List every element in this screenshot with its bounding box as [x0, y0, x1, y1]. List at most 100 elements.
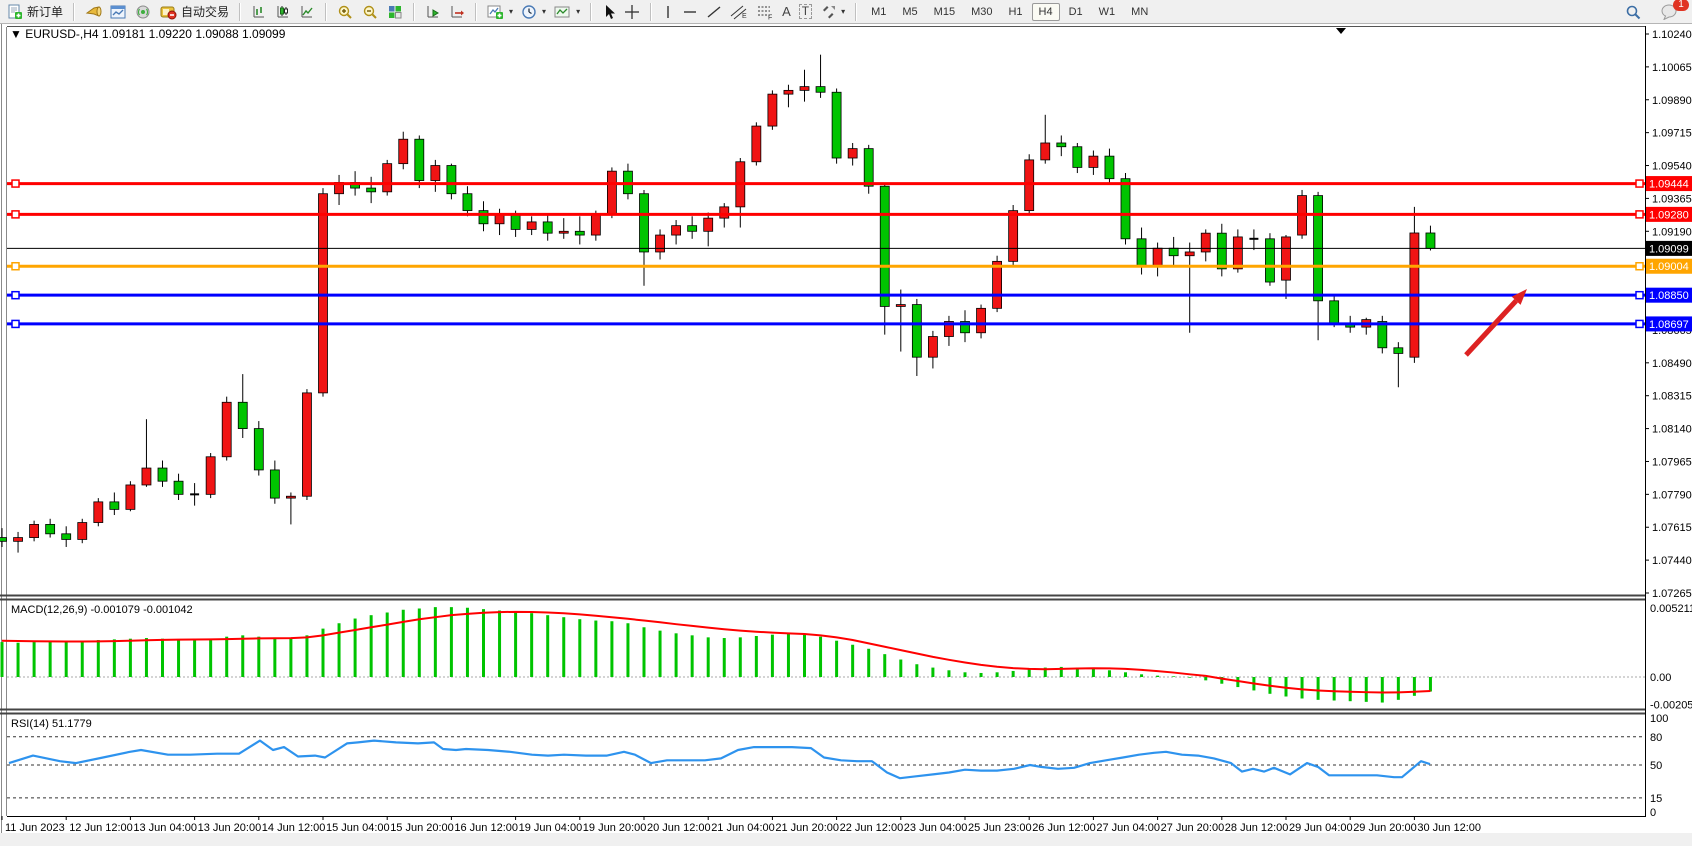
candle-bear [462, 193, 473, 212]
candle-bear [414, 138, 425, 181]
timeframe-button-m15[interactable]: M15 [933, 5, 956, 18]
time-label: 21 Jun 20:00 [775, 822, 839, 834]
time-label: 19 Jun 20:00 [583, 822, 647, 834]
hline-handle[interactable] [1635, 319, 1644, 329]
hline-handle[interactable] [11, 210, 20, 219]
signals-button[interactable] [131, 3, 156, 21]
candle-bull [607, 170, 617, 215]
timeframe-button-mn[interactable]: MN [1131, 5, 1149, 18]
trendline-button[interactable] [702, 3, 726, 21]
search-button[interactable] [1621, 3, 1646, 21]
candle-bull [1008, 210, 1019, 262]
price-tick-label: 1.07265 [1652, 588, 1692, 600]
periods-button[interactable]: ▾ [517, 3, 550, 21]
candle-bear [45, 524, 56, 535]
search-icon [1625, 4, 1642, 20]
hline-handle[interactable] [11, 290, 20, 300]
shapes-button[interactable]: ▾ [816, 3, 849, 21]
hline-handle[interactable] [1635, 179, 1644, 188]
indicators-button[interactable]: ▾ [483, 3, 517, 21]
candle-bull [1088, 155, 1099, 168]
chart-shift-marker[interactable] [1336, 28, 1346, 34]
terminal-window-icon [110, 4, 127, 20]
rsi-pane: RSI(14) 51.1779 [7, 718, 1645, 799]
indicators-caret-icon: ▾ [509, 7, 514, 16]
terminal-button[interactable] [106, 3, 131, 21]
candle-bear [1425, 232, 1436, 249]
hline-handle[interactable] [1635, 210, 1644, 219]
timeframe-button-h1[interactable]: H1 [1008, 5, 1023, 18]
hline-handle[interactable] [1635, 261, 1644, 271]
price-tick-label: 1.10065 [1652, 62, 1692, 74]
candle-bull [1184, 251, 1195, 257]
zoom-out-button[interactable] [358, 3, 383, 21]
macd-pane: MACD(12,26,9) -0.001079 -0.001042 [0, 604, 1645, 703]
tile-windows-button[interactable] [383, 3, 407, 21]
horn-button[interactable] [81, 3, 106, 21]
new-order-button[interactable]: 新订单 [3, 2, 67, 21]
cursor-button[interactable] [598, 3, 620, 21]
templates-icon [554, 4, 571, 20]
macd-signal-line [1, 610, 1431, 694]
price-line-badge-label: 1.09099 [1649, 243, 1689, 255]
timeframe-button-w1[interactable]: W1 [1098, 5, 1116, 18]
candle-bear [1168, 247, 1179, 257]
time-label: 13 Jun 04:00 [133, 822, 197, 834]
annotation-arrow[interactable] [1464, 289, 1527, 357]
line-chart-icon [299, 4, 315, 20]
svg-text:F: F [768, 14, 772, 20]
timeframe-button-m1[interactable]: M1 [871, 5, 887, 18]
crosshair-button[interactable] [620, 3, 644, 21]
timeframe-button-m5[interactable]: M5 [902, 5, 918, 18]
auto-trading-icon [160, 4, 177, 20]
candle-bull [799, 86, 810, 91]
vertical-line-button[interactable] [658, 3, 678, 21]
candle-bull [703, 217, 714, 232]
candle-bull [13, 537, 23, 542]
auto-trading-button[interactable]: 自动交易 [156, 2, 233, 21]
rsi-tick-label: 100 [1650, 713, 1668, 725]
hline-handle[interactable] [1635, 290, 1644, 300]
auto-scroll-button[interactable] [421, 3, 445, 21]
candle-bear [1120, 178, 1131, 240]
channel-button[interactable]: E [726, 3, 752, 21]
chart-shift-button[interactable] [445, 3, 469, 21]
hline-handle[interactable] [11, 261, 20, 271]
price-tick-label: 1.08490 [1652, 358, 1692, 370]
candle-bull [590, 213, 601, 236]
candle-bear [1056, 142, 1067, 148]
bar-chart-button[interactable] [247, 3, 271, 21]
timeframe-button-m30[interactable]: M30 [971, 5, 993, 18]
price-line-badge [1646, 176, 1692, 192]
hline-handle[interactable] [11, 179, 20, 188]
svg-text:E: E [742, 13, 747, 20]
zoom-in-button[interactable] [333, 3, 358, 21]
price-axis[interactable]: 1.10240 1.10065 1.09890 1.09715 1.09540 1.093… [1645, 24, 1692, 819]
line-chart-button[interactable] [295, 3, 319, 21]
notifications-button[interactable]: 1 [1656, 0, 1689, 21]
rsi-label: RSI(14) 51.1779 [11, 718, 92, 730]
fibonacci-button[interactable]: F [752, 3, 778, 21]
price-tick-label: 1.09890 [1652, 95, 1692, 107]
templates-button[interactable]: ▾ [550, 3, 584, 21]
horizontal-line-button[interactable] [678, 3, 702, 21]
candle-bull [1232, 236, 1243, 270]
candle-bear [687, 225, 698, 232]
hline-handle[interactable] [11, 319, 20, 329]
price-tick-label: 1.08140 [1652, 424, 1692, 436]
text-label-icon: T [798, 4, 813, 19]
macd-label: MACD(12,26,9) -0.001079 -0.001042 [11, 604, 193, 616]
candle-bull [285, 495, 296, 499]
candle-bull [671, 225, 681, 236]
timeframe-button-d1[interactable]: D1 [1068, 5, 1083, 18]
time-axis[interactable]: 11 Jun 2023 12 Jun 12:00 13 Jun 04:00 13 Ju… [1, 816, 1645, 834]
time-label: 30 Jun 12:00 [1417, 822, 1481, 834]
time-label: 20 Jun 12:00 [647, 822, 711, 834]
text-button[interactable]: A [778, 3, 795, 20]
timeframe-button-h4[interactable]: H4 [1031, 2, 1060, 21]
candlestick-chart-button[interactable] [271, 3, 295, 21]
text-label-button[interactable]: T [795, 3, 816, 20]
candle-bull [1152, 247, 1163, 268]
tile-windows-icon [387, 4, 403, 20]
